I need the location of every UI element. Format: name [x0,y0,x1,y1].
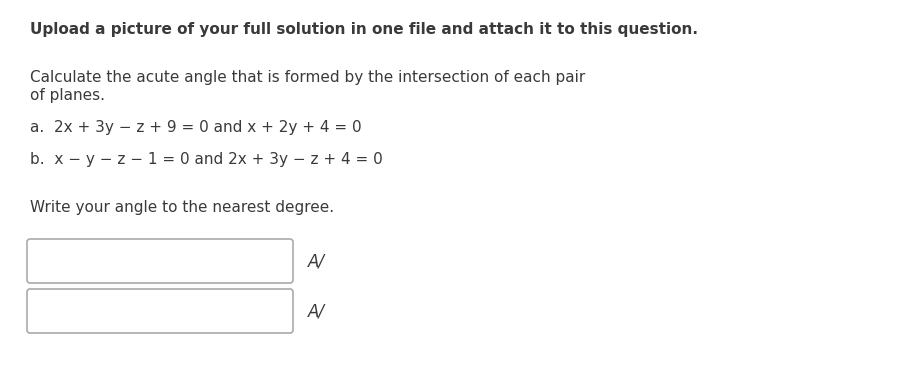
Text: b.  x − y − z − 1 = 0 and 2x + 3y − z + 4 = 0: b. x − y − z − 1 = 0 and 2x + 3y − z + 4… [30,152,382,167]
Text: Calculate the acute angle that is formed by the intersection of each pair: Calculate the acute angle that is formed… [30,70,585,85]
FancyBboxPatch shape [27,239,293,283]
Text: Write your angle to the nearest degree.: Write your angle to the nearest degree. [30,200,334,215]
Text: A/: A/ [308,252,325,270]
Text: A/: A/ [308,302,325,320]
Text: a.  2x + 3y − z + 9 = 0 and x + 2y + 4 = 0: a. 2x + 3y − z + 9 = 0 and x + 2y + 4 = … [30,120,361,135]
Text: of planes.: of planes. [30,88,105,103]
Text: Upload a picture of your full solution in one file and attach it to this questio: Upload a picture of your full solution i… [30,22,698,37]
FancyBboxPatch shape [27,289,293,333]
